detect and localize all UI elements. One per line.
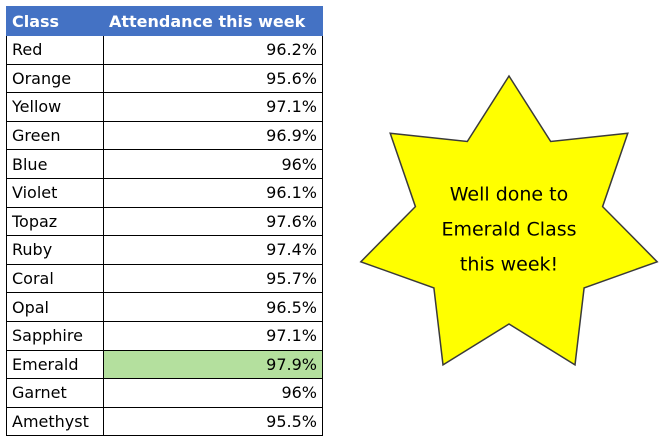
table-row: Blue 96% bbox=[6, 149, 323, 179]
attendance-cell: 96.9% bbox=[103, 120, 323, 151]
header-row: Class Attendance this week bbox=[6, 6, 323, 36]
class-cell: Violet bbox=[6, 177, 104, 208]
header-cell: Class bbox=[6, 6, 104, 36]
attendance-table: Class Attendance this week Red 96.2% Orange… bbox=[6, 6, 323, 437]
class-cell: Red bbox=[6, 35, 104, 65]
table-row: Topaz 97.6% bbox=[6, 206, 323, 237]
callout-text: Well done to Emerald Class this week! bbox=[441, 184, 576, 276]
table-row: Coral 95.7% bbox=[6, 263, 323, 294]
class-cell: Emerald bbox=[6, 349, 104, 380]
attendance-cell: 96% bbox=[103, 149, 323, 179]
callout-line: this week! bbox=[460, 254, 558, 276]
table-row: Green 96.9% bbox=[6, 120, 323, 151]
class-cell: Blue bbox=[6, 149, 104, 179]
attendance-cell: 97.1% bbox=[103, 92, 323, 122]
class-cell: Garnet bbox=[6, 378, 104, 408]
table-body: Red 96.2% Orange 95.6% Yellow 97.1% Green 96.9%… bbox=[6, 35, 323, 437]
header-cell: Attendance this week bbox=[103, 6, 323, 36]
table-row: Amethyst 95.5% bbox=[6, 406, 323, 437]
table-row: Sapphire 97.1% bbox=[6, 320, 323, 351]
class-cell: Coral bbox=[6, 263, 104, 294]
attendance-cell: 96.1% bbox=[103, 177, 323, 208]
attendance-cell: 95.7% bbox=[103, 263, 323, 294]
class-cell: Yellow bbox=[6, 92, 104, 122]
attendance-cell: 95.5% bbox=[103, 406, 323, 437]
callout-line: Emerald Class bbox=[441, 219, 576, 241]
attendance-cell: 97.9% bbox=[103, 349, 323, 380]
table-row: Garnet 96% bbox=[6, 378, 323, 408]
attendance-cell: 96% bbox=[103, 378, 323, 408]
table-row: Violet 96.1% bbox=[6, 177, 323, 208]
table-row: Emerald 97.9% bbox=[6, 349, 323, 380]
attendance-cell: 95.6% bbox=[103, 63, 323, 94]
table-header: Class Attendance this week bbox=[6, 6, 323, 36]
attendance-cell: 96.2% bbox=[103, 35, 323, 65]
callout-line: Well done to bbox=[450, 184, 569, 206]
attendance-cell: 97.6% bbox=[103, 206, 323, 237]
star-shape bbox=[359, 74, 659, 367]
table-row: Red 96.2% bbox=[6, 35, 323, 65]
class-cell: Green bbox=[6, 120, 104, 151]
attendance-cell: 97.1% bbox=[103, 320, 323, 351]
table-row: Orange 95.6% bbox=[6, 63, 323, 94]
table-row: Yellow 97.1% bbox=[6, 92, 323, 122]
class-cell: Topaz bbox=[6, 206, 104, 237]
